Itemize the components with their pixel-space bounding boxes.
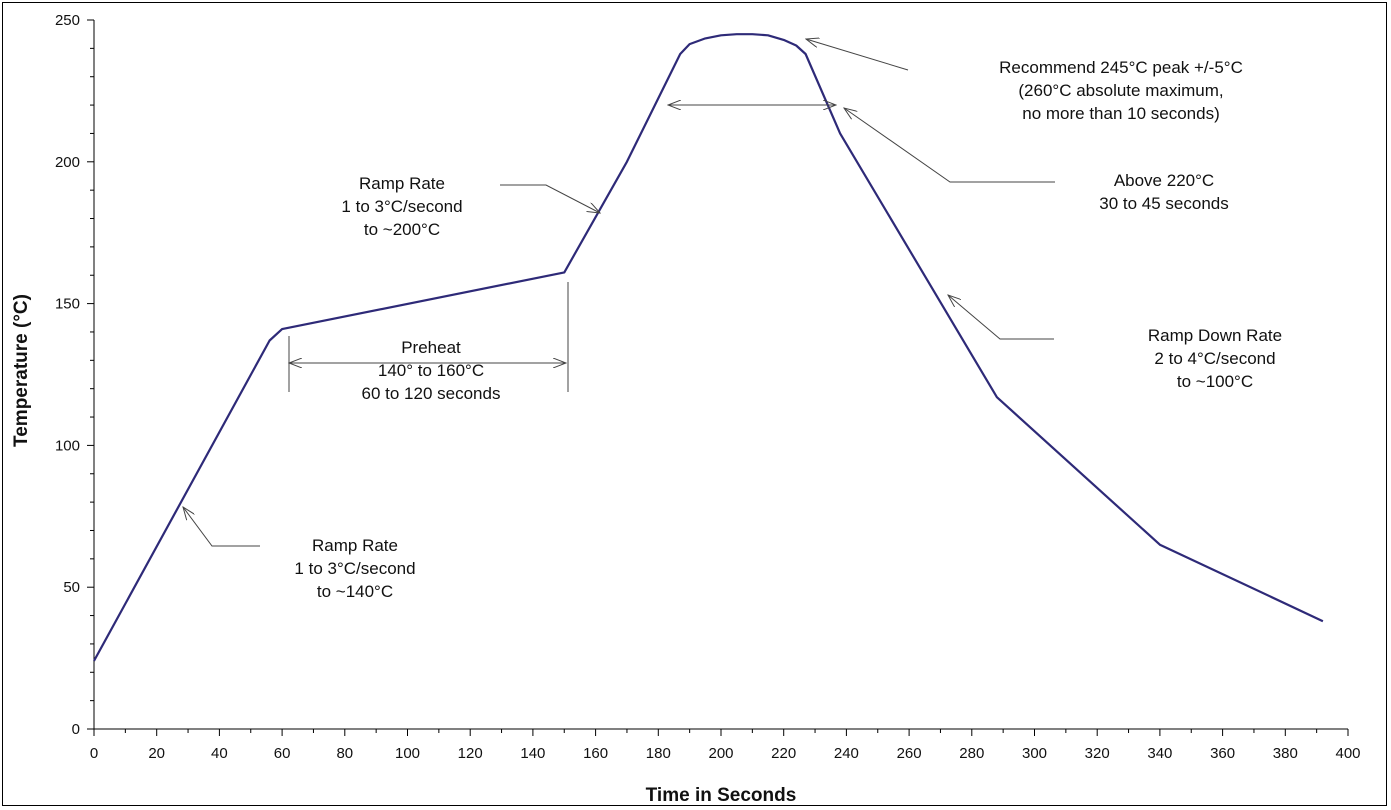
x-tick-label: 140	[520, 745, 545, 762]
annotation-ramp2: Ramp Rate 1 to 3°C/second to ~200°C	[341, 174, 462, 239]
x-tick-label: 340	[1147, 745, 1172, 762]
y-tick-label: 200	[55, 154, 80, 171]
annotation-rampdown: Ramp Down Rate 2 to 4°C/second to ~100°C	[1148, 326, 1282, 391]
x-tick-label: 300	[1022, 745, 1047, 762]
annotation-leaders	[183, 39, 1055, 547]
temperature-curve	[93, 33, 1324, 662]
y-tick-label: 0	[72, 721, 80, 738]
annotation-ramp1: Ramp Rate 1 to 3°C/second to ~140°C	[294, 536, 415, 601]
annotation-line: (260°C absolute maximum,	[1018, 81, 1223, 100]
x-tick-label: 220	[771, 745, 796, 762]
annotation-line: no more than 10 seconds)	[1022, 104, 1220, 123]
annotation-line: 1 to 3°C/second	[341, 197, 462, 216]
x-tick-label: 80	[336, 745, 353, 762]
x-tick-label: 280	[959, 745, 984, 762]
annotation-peak: Recommend 245°C peak +/-5°C (260°C absolu…	[999, 58, 1243, 123]
annotation-line: to ~100°C	[1177, 372, 1253, 391]
annotation-line: Ramp Rate	[312, 536, 398, 555]
annotation-line: to ~200°C	[364, 220, 440, 239]
x-tick-label: 160	[583, 745, 608, 762]
annotation-line: 2 to 4°C/second	[1154, 349, 1275, 368]
peak-leader	[806, 39, 909, 71]
annotation-line: to ~140°C	[317, 582, 393, 601]
x-tick-label: 120	[458, 745, 483, 762]
x-tick-label: 380	[1273, 745, 1298, 762]
annotation-line: Above 220°C	[1114, 171, 1214, 190]
rampdown-leader	[948, 295, 1054, 340]
x-tick-label: 360	[1210, 745, 1235, 762]
x-tick-label: 0	[90, 745, 98, 762]
y-tick-label: 50	[63, 579, 80, 596]
x-tick-label: 200	[708, 745, 733, 762]
x-tick-label: 100	[395, 745, 420, 762]
y-axis-label: Temperature (°C)	[11, 294, 32, 447]
annotation-line: Recommend 245°C peak +/-5°C	[999, 58, 1243, 77]
x-tick-label: 240	[834, 745, 859, 762]
annotation-above220: Above 220°C 30 to 45 seconds	[1099, 171, 1228, 213]
ramp1-leader	[183, 507, 260, 547]
x-tick-label: 60	[274, 745, 291, 762]
annotation-preheat: Preheat 140° to 160°C 60 to 120 seconds	[362, 338, 501, 403]
y-tick-label: 150	[55, 296, 80, 313]
axes	[93, 20, 1348, 730]
x-tick-label: 180	[646, 745, 671, 762]
ramp2-leader	[500, 184, 600, 213]
x-tick-label: 400	[1335, 745, 1360, 762]
x-axis-label: Time in Seconds	[646, 785, 797, 806]
above220-leader	[844, 108, 1055, 183]
y-tick-label: 100	[55, 437, 80, 454]
series-line	[93, 33, 1324, 662]
annotation-line: 30 to 45 seconds	[1099, 194, 1228, 213]
x-tick-label: 320	[1085, 745, 1110, 762]
x-tick-label: 260	[897, 745, 922, 762]
annotation-line: Ramp Rate	[359, 174, 445, 193]
x-tick-label: 20	[148, 745, 165, 762]
y-tick-label: 250	[55, 12, 80, 29]
annotation-line: 140° to 160°C	[378, 361, 484, 380]
annotation-line: Ramp Down Rate	[1148, 326, 1282, 345]
ticks: 0 20 40 60 80 100 120 140 160 180 200 220 240 260 280 3…	[55, 12, 1361, 762]
annotation-line: 1 to 3°C/second	[294, 559, 415, 578]
annotation-line: 60 to 120 seconds	[362, 384, 501, 403]
annotation-line: Preheat	[401, 338, 461, 357]
x-tick-label: 40	[211, 745, 228, 762]
